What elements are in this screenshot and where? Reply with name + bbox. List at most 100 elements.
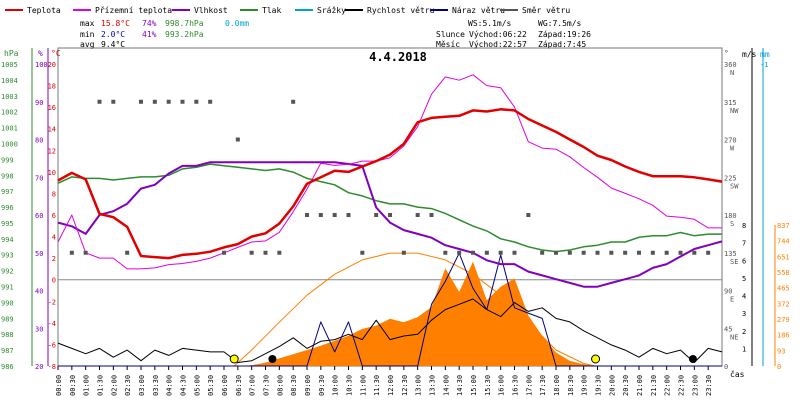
wind-direction-point bbox=[305, 213, 309, 217]
hpa-tick: 1001 bbox=[1, 125, 18, 133]
time-tick-label: 20:00 bbox=[608, 375, 616, 396]
dir-tick-compass: N bbox=[730, 69, 734, 77]
dir-tick: 360 bbox=[724, 61, 737, 69]
temp-tick: -4 bbox=[48, 320, 56, 328]
time-tick-label: 18:00 bbox=[553, 375, 561, 396]
series-teoretické-záření bbox=[233, 252, 596, 367]
ms-tick: 8 bbox=[742, 222, 746, 230]
hpa-tick: 996 bbox=[1, 204, 14, 212]
temp-tick: 2 bbox=[52, 255, 56, 263]
temp-tick: 16 bbox=[48, 104, 56, 112]
time-tick-label: 07:30 bbox=[263, 375, 271, 396]
stat-max-label: max bbox=[80, 19, 95, 28]
temp-tick: 18 bbox=[48, 83, 56, 91]
wind-direction-point bbox=[581, 250, 586, 255]
time-tick-label: 20:30 bbox=[622, 375, 630, 396]
time-tick-label: 02:30 bbox=[124, 375, 132, 396]
temp-tick: -8 bbox=[48, 363, 56, 371]
wind-direction-point bbox=[595, 250, 600, 255]
pct-tick: 90 bbox=[35, 99, 43, 107]
time-tick-label: 13:00 bbox=[415, 375, 423, 396]
series-přízemní-teplota bbox=[57, 74, 722, 270]
legend-label: Náraz větru bbox=[452, 6, 505, 15]
wind-direction-point bbox=[125, 250, 130, 255]
time-tick-label: 13:30 bbox=[429, 375, 437, 396]
hpa-tick: 987 bbox=[1, 347, 14, 355]
stat-avg-temp: 9.4°C bbox=[101, 40, 125, 49]
series-rychlost-větru bbox=[57, 298, 723, 363]
time-tick-label: 06:30 bbox=[235, 375, 243, 396]
hpa-tick: 1005 bbox=[1, 61, 18, 69]
time-tick-label: 09:30 bbox=[318, 375, 326, 396]
wind-direction-point bbox=[664, 250, 669, 255]
series-teplota bbox=[57, 108, 723, 260]
time-tick-label: 12:00 bbox=[387, 375, 395, 396]
temp-tick: 14 bbox=[48, 126, 56, 134]
wind-direction-point bbox=[152, 99, 157, 104]
time-tick-label: 11:00 bbox=[359, 375, 367, 396]
wind-direction-point bbox=[388, 213, 392, 217]
dir-tick-compass: E bbox=[730, 296, 734, 304]
wind-direction-point bbox=[540, 250, 545, 255]
dir-tick: 270 bbox=[724, 137, 737, 145]
dir-tick-compass: SE bbox=[730, 258, 738, 266]
temp-tick: 4 bbox=[52, 234, 56, 242]
x-axis-label: čas bbox=[730, 369, 745, 379]
solar-tick: 279 bbox=[777, 316, 790, 324]
pct-tick: 40 bbox=[35, 288, 43, 296]
time-tick-label: 17:30 bbox=[539, 375, 547, 396]
wind-direction-point bbox=[222, 250, 226, 255]
stat-min-press: 993.2hPa bbox=[165, 30, 204, 39]
legend-label: Směr větru bbox=[522, 6, 570, 15]
stat-max-press: 998.7hPa bbox=[165, 19, 204, 28]
time-tick-label: 08:30 bbox=[290, 375, 298, 396]
time-tick-label: 22:00 bbox=[664, 375, 672, 396]
wind-direction-point bbox=[484, 250, 489, 255]
dir-tick: 45 bbox=[724, 325, 732, 333]
wind-direction-point bbox=[83, 250, 88, 255]
stat-avg-label: avg bbox=[80, 40, 95, 49]
time-tick-label: 19:30 bbox=[595, 375, 603, 396]
wind-direction-point bbox=[194, 99, 199, 104]
sun-label: Slunce bbox=[436, 30, 465, 39]
wind-direction-point bbox=[692, 250, 697, 255]
dir-tick: 0 bbox=[724, 363, 728, 371]
wind-direction-point bbox=[263, 250, 268, 255]
temp-tick: -2 bbox=[48, 298, 56, 306]
dir-tick: 90 bbox=[724, 288, 732, 296]
wind-direction-point bbox=[443, 250, 448, 255]
legend-label: Vlhkost bbox=[194, 6, 228, 15]
dir-tick: 135 bbox=[724, 250, 737, 258]
wind-direction-point bbox=[623, 250, 628, 255]
temp-axis-label: °C bbox=[51, 49, 61, 58]
sun-set: Západ:19:26 bbox=[538, 30, 591, 39]
wind-direction-point bbox=[97, 99, 102, 104]
hpa-tick: 988 bbox=[1, 331, 14, 339]
wind-direction-point bbox=[346, 213, 351, 217]
pct-tick: 80 bbox=[35, 137, 43, 145]
wind-direction-point bbox=[429, 213, 434, 217]
time-tick-label: 01:00 bbox=[83, 375, 91, 396]
wind-direction-point bbox=[166, 99, 171, 104]
mm-tick: -1 bbox=[760, 61, 768, 69]
wind-direction-point bbox=[235, 137, 240, 142]
wind-direction-point bbox=[374, 213, 379, 217]
time-tick-label: 10:30 bbox=[346, 375, 354, 396]
wind-direction-point bbox=[180, 99, 185, 104]
wind-direction-point bbox=[69, 250, 74, 255]
temp-tick: -6 bbox=[48, 341, 56, 349]
legend: Teplota Přízemní teplota Vlhkost Tlak Srážky… bbox=[5, 6, 570, 15]
dir-axis-label: ° bbox=[724, 49, 729, 58]
legend-label: Tlak bbox=[262, 6, 281, 15]
pct-axis-label: % bbox=[38, 49, 43, 58]
wind-direction-point bbox=[471, 250, 475, 255]
dir-tick-compass: SW bbox=[730, 182, 739, 190]
plot-area bbox=[57, 47, 723, 367]
time-tick-label: 17:00 bbox=[525, 375, 533, 396]
hpa-tick: 995 bbox=[1, 220, 14, 228]
moonrise-icon bbox=[688, 355, 697, 363]
time-tick-label: 11:30 bbox=[373, 375, 381, 396]
moonset-icon bbox=[268, 355, 277, 363]
dir-tick-compass: S bbox=[730, 220, 734, 228]
hpa-tick: 1003 bbox=[1, 93, 18, 101]
